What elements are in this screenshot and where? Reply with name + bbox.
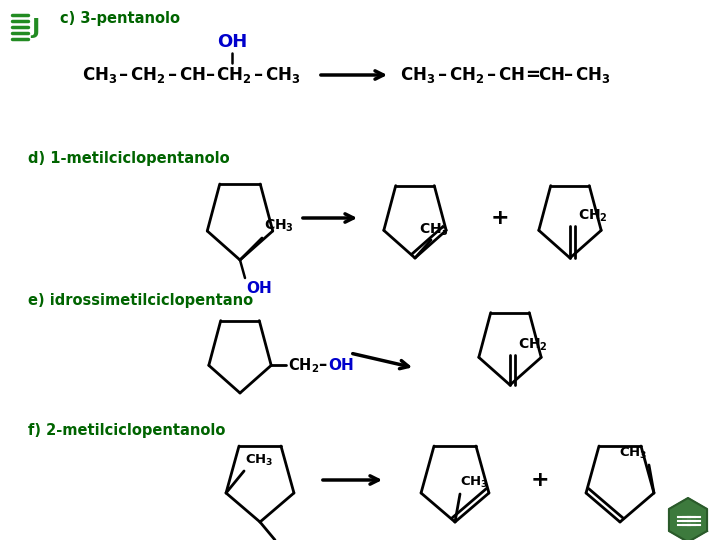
Text: e) idrossimetilciclopentano: e) idrossimetilciclopentano xyxy=(28,293,253,307)
Text: $\mathregular{CH_3}$: $\mathregular{CH_3}$ xyxy=(265,65,300,85)
Text: $\mathregular{CH_2}$: $\mathregular{CH_2}$ xyxy=(288,356,320,375)
Text: –: – xyxy=(119,66,128,84)
Text: $\mathregular{CH_2}$: $\mathregular{CH_2}$ xyxy=(449,65,485,85)
Text: –: – xyxy=(487,66,496,84)
Text: $\mathregular{CH}$: $\mathregular{CH}$ xyxy=(538,66,564,84)
Text: –: – xyxy=(438,66,447,84)
Text: –: – xyxy=(564,66,573,84)
Text: $\mathregular{CH_3}$: $\mathregular{CH_3}$ xyxy=(575,65,611,85)
Text: J: J xyxy=(31,18,39,38)
Text: c) 3-pentanolo: c) 3-pentanolo xyxy=(60,10,180,25)
Text: $\mathregular{CH_3}$: $\mathregular{CH_3}$ xyxy=(264,218,294,234)
Text: d) 1-metilciclopentanolo: d) 1-metilciclopentanolo xyxy=(28,151,230,165)
Text: $\mathregular{CH_2}$: $\mathregular{CH_2}$ xyxy=(130,65,166,85)
Text: $\mathregular{CH_3}$: $\mathregular{CH_3}$ xyxy=(245,453,274,468)
Text: +: + xyxy=(531,470,549,490)
Text: $\mathregular{CH_2}$: $\mathregular{CH_2}$ xyxy=(518,336,548,353)
Text: $\mathregular{CH_3}$: $\mathregular{CH_3}$ xyxy=(400,65,436,85)
Polygon shape xyxy=(669,498,707,540)
Text: +: + xyxy=(491,208,509,228)
Text: $\mathregular{CH_2}$: $\mathregular{CH_2}$ xyxy=(578,207,608,224)
Text: $\mathregular{CH}$: $\mathregular{CH}$ xyxy=(179,66,206,84)
Text: =: = xyxy=(525,66,540,84)
Text: –: – xyxy=(318,356,326,374)
Text: OH: OH xyxy=(246,281,271,296)
Text: $\mathregular{CH}$: $\mathregular{CH}$ xyxy=(498,66,525,84)
Text: OH: OH xyxy=(328,358,354,373)
Text: $\mathregular{CH_3}$: $\mathregular{CH_3}$ xyxy=(82,65,117,85)
Text: f) 2-metilciclopentanolo: f) 2-metilciclopentanolo xyxy=(28,422,225,437)
Text: –: – xyxy=(254,66,263,84)
Text: $\mathregular{CH_3}$: $\mathregular{CH_3}$ xyxy=(619,446,647,461)
Text: $\mathregular{CH_3}$: $\mathregular{CH_3}$ xyxy=(460,475,489,490)
Text: –: – xyxy=(206,66,215,84)
Text: OH: OH xyxy=(217,33,247,51)
Text: –: – xyxy=(168,66,177,84)
Text: $\mathregular{CH_2}$: $\mathregular{CH_2}$ xyxy=(216,65,251,85)
Text: $\mathregular{CH_3}$: $\mathregular{CH_3}$ xyxy=(419,221,449,238)
